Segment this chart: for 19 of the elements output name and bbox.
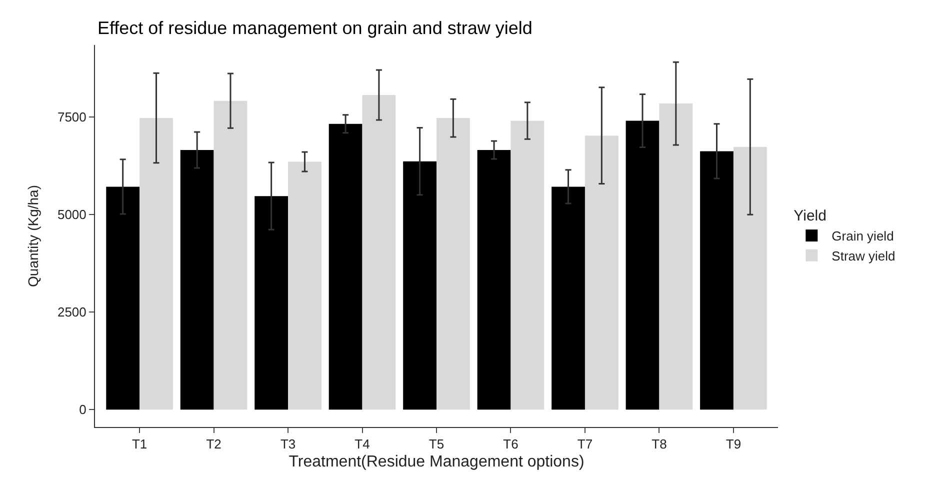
y-tick-label: 0 [79,402,86,418]
x-tick-label: T6 [503,436,518,452]
y-tick-label: 7500 [57,109,86,124]
y-tick-label: 2500 [57,304,86,320]
chart-title: Effect of residue management on grain and straw yield [97,18,532,38]
y-tick-label: 5000 [57,206,86,222]
legend-label: Grain yield [832,228,894,244]
x-tick-label: T9 [726,436,742,452]
x-tick-label: T5 [428,436,444,452]
x-tick-label: T3 [280,436,296,452]
x-tick-label: T4 [354,436,370,452]
x-tick-label: T2 [206,436,222,452]
y-axis-title: Quantity (Kg/ha) [25,185,42,287]
x-tick-label: T8 [652,436,667,452]
x-tick-label: T1 [132,436,148,452]
legend-label: Straw yield [832,248,896,264]
x-tick-label: T7 [577,436,593,452]
legend-title: Yield [794,208,826,224]
x-axis-title: Treatment(Residue Management options) [288,453,584,470]
